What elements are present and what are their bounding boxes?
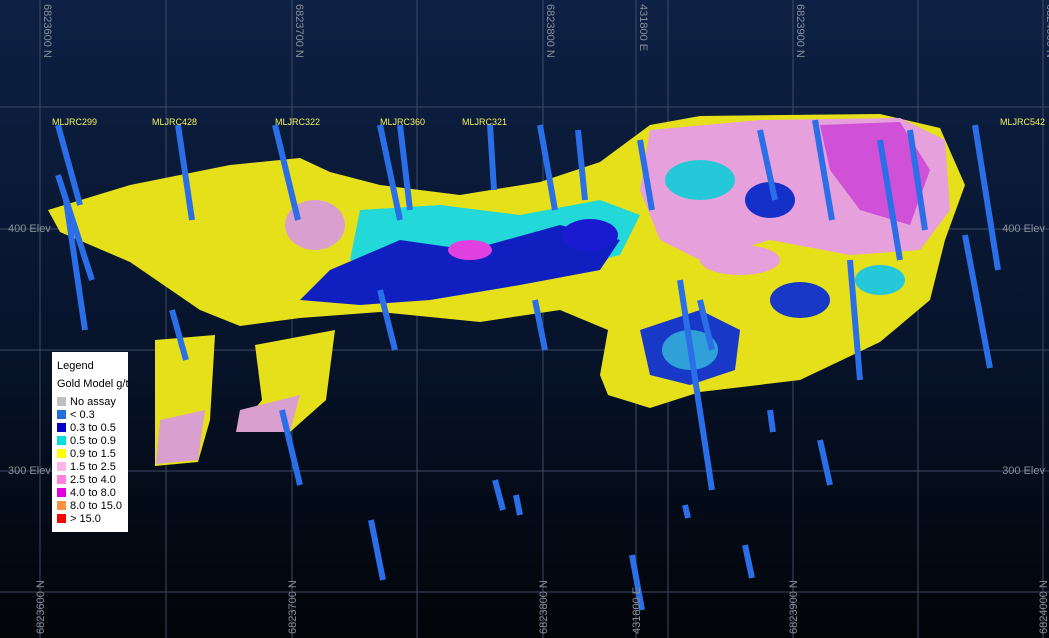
legend-label: 0.9 to 1.5 bbox=[70, 448, 116, 460]
drillhole-label: MLJRC322 bbox=[275, 117, 320, 127]
labels: 6823600 N 6823700 N 6823800 N 431800 E 68239… bbox=[8, 4, 1049, 634]
drillhole bbox=[169, 309, 189, 361]
drillhole bbox=[55, 174, 95, 281]
model-block bbox=[700, 245, 780, 275]
drillhole bbox=[397, 124, 413, 211]
grid-label-bottom: 6823800 N bbox=[538, 580, 550, 634]
grid-label-bottom: 6824000 N bbox=[1038, 580, 1049, 634]
drillhole bbox=[492, 479, 506, 511]
block-model bbox=[48, 114, 965, 466]
model-block bbox=[156, 410, 205, 464]
model-block bbox=[448, 240, 492, 260]
model-block bbox=[665, 160, 735, 200]
drillhole bbox=[63, 199, 88, 331]
drillhole bbox=[682, 504, 691, 519]
legend-label: 0.5 to 0.9 bbox=[70, 435, 116, 447]
legend-subtitle: Gold Model g/t bbox=[57, 378, 129, 390]
grid-label-top: 6824000 N bbox=[1044, 4, 1049, 58]
grid-label-bottom: 6823700 N bbox=[287, 580, 299, 634]
drillhole-label: MLJRC428 bbox=[152, 117, 197, 127]
drillhole-label: MLJRC299 bbox=[52, 117, 97, 127]
model-block bbox=[745, 182, 795, 218]
legend: Legend Gold Model g/t No assay< 0.30.3 t… bbox=[52, 352, 129, 532]
legend-swatch bbox=[57, 488, 66, 497]
grid-label-bottom: 6823900 N bbox=[788, 580, 800, 634]
drillhole bbox=[757, 129, 778, 201]
legend-swatch bbox=[57, 397, 66, 406]
legend-swatch bbox=[57, 501, 66, 510]
drillhole bbox=[575, 129, 588, 201]
drillhole bbox=[487, 124, 497, 191]
drillhole-label: MLJRC321 bbox=[462, 117, 507, 127]
grid-label-top: 6823900 N bbox=[794, 4, 806, 58]
grid-label-bottom: 6823600 N bbox=[35, 580, 47, 634]
legend-swatch bbox=[57, 410, 66, 419]
grid-label-top: 431800 E bbox=[637, 4, 649, 51]
drillhole bbox=[877, 139, 903, 261]
grid-label-right: 400 Elev bbox=[1002, 223, 1045, 235]
drillhole bbox=[513, 494, 523, 516]
drillhole bbox=[629, 554, 645, 611]
legend-title: Legend bbox=[57, 360, 94, 372]
grid-label-left: 400 Elev bbox=[8, 223, 51, 235]
drillhole bbox=[537, 124, 558, 211]
drillhole-label: MLJRC360 bbox=[380, 117, 425, 127]
drillhole-label: MLJRC542 bbox=[1000, 117, 1045, 127]
drillhole bbox=[742, 544, 755, 579]
grid-label-bottom: 431800 E bbox=[631, 587, 643, 634]
drillhole bbox=[637, 139, 655, 211]
drillhole bbox=[907, 129, 928, 231]
legend-swatch bbox=[57, 514, 66, 523]
legend-label: 4.0 to 8.0 bbox=[70, 487, 116, 499]
drillhole bbox=[812, 119, 835, 221]
legend-swatch bbox=[57, 462, 66, 471]
drillhole bbox=[962, 234, 993, 369]
model-block bbox=[770, 282, 830, 318]
drillhole bbox=[697, 299, 715, 351]
drillhole bbox=[377, 289, 398, 351]
drillhole bbox=[677, 279, 715, 491]
drillhole bbox=[272, 124, 301, 221]
legend-swatch bbox=[57, 423, 66, 432]
grid-label-right: 300 Elev bbox=[1002, 465, 1045, 477]
drillhole bbox=[377, 124, 403, 221]
legend-label: 1.5 to 2.5 bbox=[70, 461, 116, 473]
model-block bbox=[562, 219, 618, 251]
drillhole bbox=[532, 299, 548, 351]
drillholes bbox=[55, 119, 1001, 611]
drillhole bbox=[175, 124, 195, 221]
grid-label-left: 300 Elev bbox=[8, 465, 51, 477]
drillhole bbox=[55, 124, 83, 206]
legend-label: 0.3 to 0.5 bbox=[70, 422, 116, 434]
drillhole bbox=[767, 409, 776, 433]
grid-label-top: 6823800 N bbox=[544, 4, 556, 58]
drillhole bbox=[279, 409, 303, 486]
model-block bbox=[300, 225, 620, 305]
legend-label: > 15.0 bbox=[70, 513, 101, 525]
legend-swatch bbox=[57, 475, 66, 484]
model-block bbox=[820, 122, 930, 225]
model-block bbox=[285, 200, 345, 250]
model-block bbox=[855, 265, 905, 295]
grid-label-top: 6823600 N bbox=[41, 4, 53, 58]
legend-label: No assay bbox=[70, 396, 116, 408]
legend-label: 2.5 to 4.0 bbox=[70, 474, 116, 486]
drillhole bbox=[972, 124, 1001, 271]
legend-label: < 0.3 bbox=[70, 409, 95, 421]
drillhole bbox=[847, 259, 863, 381]
drillhole bbox=[368, 519, 386, 581]
legend-label: 8.0 to 15.0 bbox=[70, 500, 122, 512]
legend-swatch bbox=[57, 436, 66, 445]
legend-swatch bbox=[57, 449, 66, 458]
drillhole bbox=[817, 439, 833, 486]
grid-label-top: 6823700 N bbox=[293, 4, 305, 58]
